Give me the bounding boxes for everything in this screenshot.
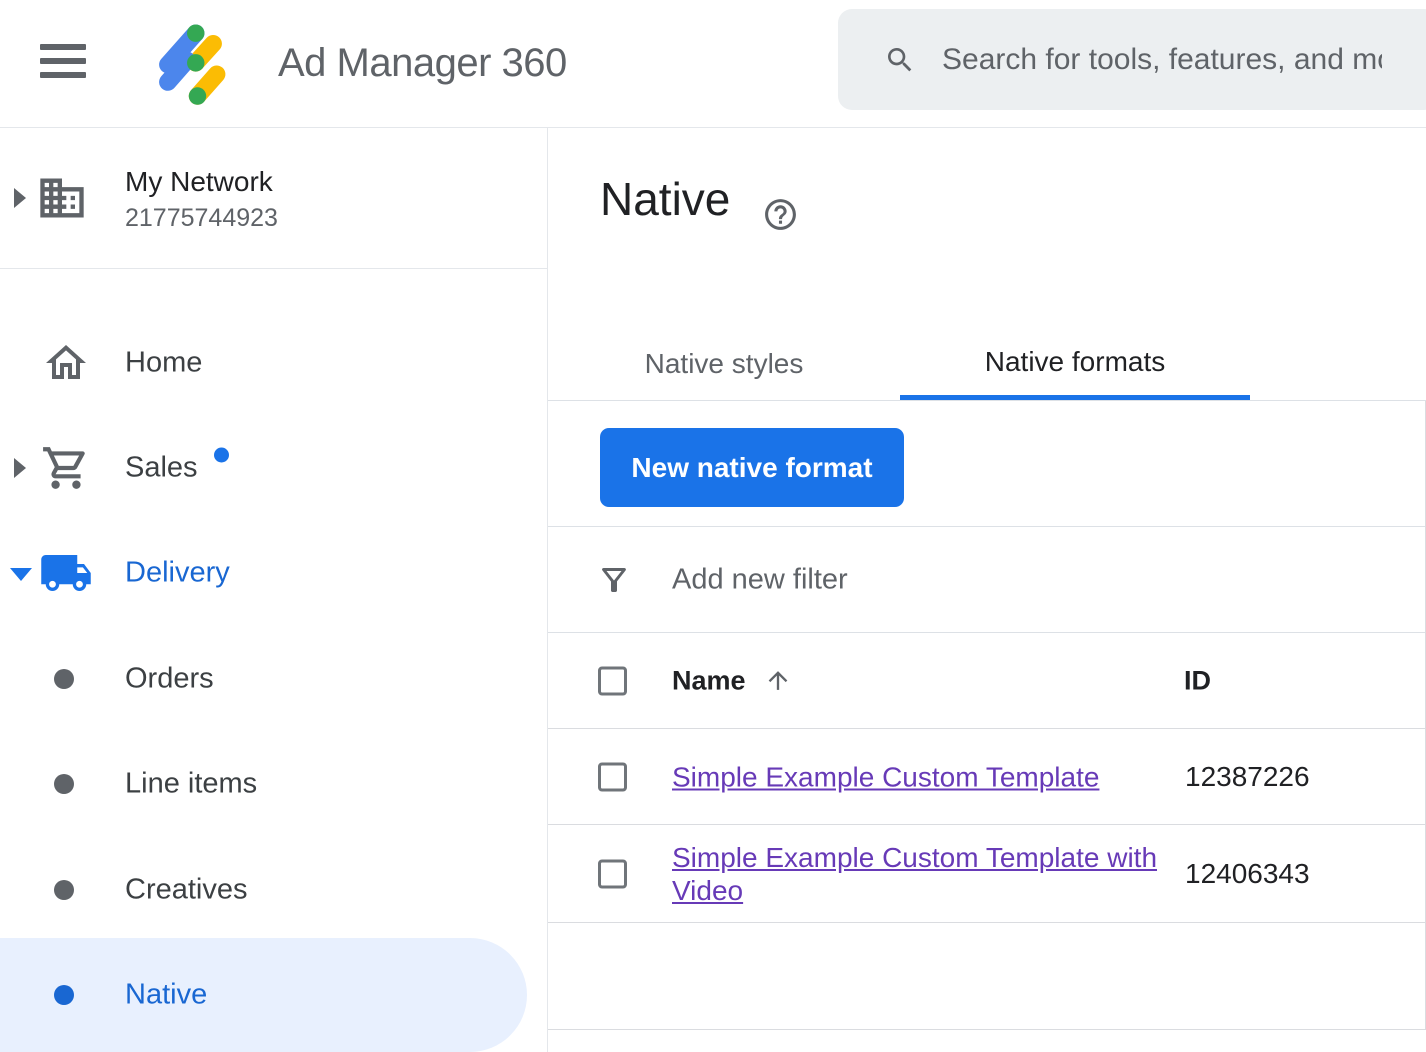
- column-header-name[interactable]: Name: [672, 665, 792, 696]
- sidebar-item-label: Delivery: [125, 556, 230, 589]
- add-filter-placeholder: Add new filter: [672, 563, 848, 595]
- main-content: Native Native styles Native formats New …: [548, 128, 1426, 1052]
- funnel-icon: [602, 567, 626, 592]
- native-format-id: 12387226: [1185, 760, 1310, 792]
- page-title: Native: [600, 173, 731, 225]
- home-icon: [46, 345, 86, 379]
- table-row: Simple Example Custom Template with Vide…: [548, 825, 1426, 923]
- top-header: Ad Manager 360: [0, 0, 1426, 128]
- chevron-right-icon[interactable]: [14, 458, 26, 478]
- network-name: My Network: [125, 166, 273, 197]
- select-all-checkbox[interactable]: [598, 666, 627, 695]
- chevron-right-icon[interactable]: [14, 188, 26, 208]
- sidebar-nav: My Network 21775744923 Home Sales: [0, 128, 548, 1052]
- sidebar-item-label: Native: [125, 978, 208, 1011]
- bullet-icon: [54, 774, 74, 794]
- new-native-format-button[interactable]: New native format: [600, 428, 904, 507]
- sidebar-item-label: Home: [125, 346, 203, 379]
- help-icon[interactable]: [762, 196, 799, 233]
- truck-icon: [41, 555, 91, 591]
- sidebar-item-label: Sales: [125, 447, 229, 485]
- sidebar-item-line-items[interactable]: Line items: [0, 731, 547, 837]
- cart-icon: [43, 447, 85, 489]
- sidebar-item-label: Line items: [125, 767, 258, 800]
- ad-manager-logo: [159, 24, 226, 105]
- sidebar-item-label: Orders: [125, 662, 214, 695]
- chevron-down-icon[interactable]: [10, 568, 32, 581]
- search-input[interactable]: [942, 42, 1382, 77]
- table-row: Simple Example Custom Template 12387226: [548, 729, 1426, 825]
- sidebar-item-sales[interactable]: Sales: [0, 415, 547, 521]
- sidebar-item-native-selected[interactable]: Native: [0, 938, 527, 1052]
- sidebar-item-label: Creatives: [125, 873, 248, 906]
- sidebar-item-delivery[interactable]: Delivery: [0, 520, 547, 626]
- network-switcher[interactable]: My Network 21775744923: [0, 128, 547, 268]
- sidebar-item-home[interactable]: Home: [0, 310, 547, 416]
- add-filter-bar[interactable]: Add new filter: [548, 526, 1426, 633]
- table-header-row: Name ID: [548, 633, 1426, 729]
- arrow-up-icon: [768, 671, 787, 690]
- search-icon: [888, 47, 912, 71]
- native-format-link[interactable]: Simple Example Custom Template with Vide…: [672, 841, 1158, 906]
- bullet-icon: [54, 985, 74, 1005]
- row-checkbox[interactable]: [598, 762, 627, 791]
- tab-bar: Native styles Native formats: [548, 328, 1426, 401]
- bullet-icon: [54, 669, 74, 689]
- sidebar-item-creatives[interactable]: Creatives: [0, 837, 547, 943]
- bullet-icon: [54, 880, 74, 900]
- app-title: Ad Manager 360: [278, 41, 567, 85]
- notification-dot: [213, 447, 229, 463]
- tab-native-styles[interactable]: Native styles: [644, 348, 804, 379]
- sidebar-divider: [0, 268, 547, 269]
- tab-native-formats[interactable]: Native formats: [900, 328, 1250, 400]
- native-format-id: 12406343: [1185, 857, 1310, 889]
- network-id: 21775744923: [125, 204, 278, 232]
- native-format-link[interactable]: Simple Example Custom Template: [672, 761, 1100, 792]
- building-icon: [40, 178, 84, 218]
- global-search-bar[interactable]: [838, 9, 1426, 110]
- sidebar-item-orders[interactable]: Orders: [0, 626, 547, 732]
- menu-icon[interactable]: [40, 44, 86, 84]
- column-header-id: ID: [1184, 665, 1211, 695]
- table-empty-row: [548, 923, 1426, 1030]
- row-checkbox[interactable]: [598, 859, 627, 888]
